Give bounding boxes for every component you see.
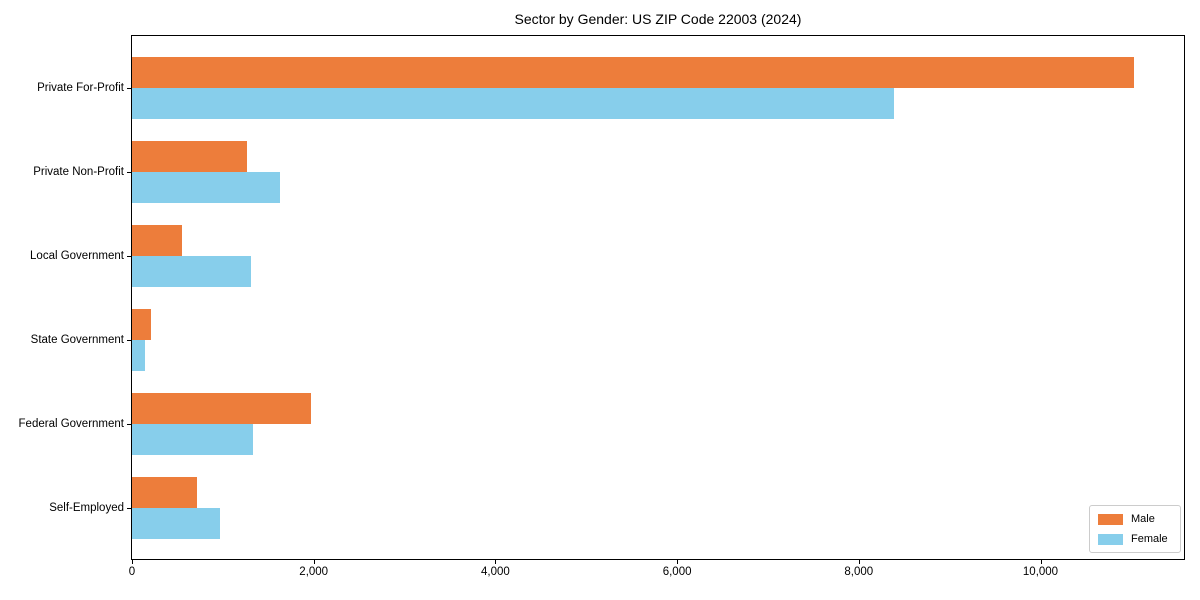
x-tick-0	[132, 560, 133, 564]
bar-female-3	[132, 340, 145, 371]
legend-swatch-male	[1098, 513, 1123, 525]
legend-swatch-female	[1098, 533, 1123, 545]
bar-male-0	[132, 57, 1134, 88]
bar-female-2	[132, 256, 251, 287]
y-tick-0	[127, 88, 131, 89]
x-tick-4	[858, 560, 860, 564]
y-tick-4	[127, 424, 131, 425]
bar-female-4	[132, 424, 253, 455]
bar-male-2	[132, 225, 182, 256]
y-tick-label-0: Private For-Profit	[37, 82, 124, 94]
y-tick-label-2: Local Government	[30, 250, 124, 262]
bar-female-0	[132, 88, 895, 119]
y-tick-label-1: Private Non-Profit	[33, 166, 124, 178]
x-tick-label-4: 8,000	[844, 566, 874, 578]
y-tick-label-4: Federal Government	[18, 418, 124, 430]
x-tick-label-0: 0	[128, 566, 136, 578]
x-tick-label-2: 4,000	[481, 566, 510, 578]
bar-male-1	[132, 141, 247, 172]
legend: Male Female	[1089, 505, 1181, 553]
x-tick-5	[1040, 560, 1042, 564]
x-tick-1	[313, 560, 315, 564]
legend-label-female: Female	[1131, 533, 1168, 545]
x-tick-3	[677, 560, 679, 564]
y-tick-2	[127, 256, 131, 257]
bar-male-5	[132, 477, 197, 508]
y-tick-5	[127, 508, 131, 509]
bar-male-3	[132, 309, 152, 340]
x-tick-2	[495, 560, 497, 564]
x-tick-label-1: 2,000	[299, 566, 329, 578]
y-tick-label-5: Self-Employed	[49, 502, 124, 514]
legend-label-male: Male	[1131, 513, 1155, 525]
x-tick-label-3: 6,000	[662, 566, 692, 578]
plot-area	[131, 35, 1185, 560]
legend-item-female: Female	[1098, 533, 1172, 545]
y-tick-label-3: State Government	[30, 334, 124, 346]
y-tick-3	[127, 340, 131, 341]
chart-title: Sector by Gender: US ZIP Code 22003 (202…	[514, 11, 802, 27]
bar-female-5	[132, 508, 221, 539]
x-tick-label-5: 10,000	[1022, 566, 1059, 578]
legend-item-male: Male	[1098, 513, 1172, 525]
bar-male-4	[132, 393, 311, 424]
bar-female-1	[132, 172, 281, 203]
y-tick-1	[127, 172, 131, 173]
